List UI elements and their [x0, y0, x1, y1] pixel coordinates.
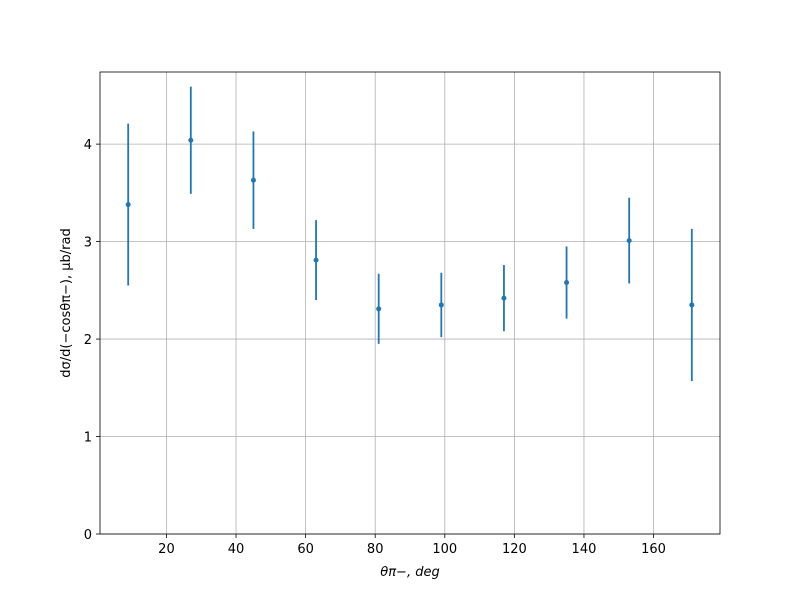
y-tick-label: 0 — [84, 528, 92, 543]
x-tick-label: 100 — [432, 542, 457, 557]
y-tick-label: 1 — [84, 431, 92, 446]
x-tick-label: 120 — [502, 542, 527, 557]
x-axis-label: θπ−, deg — [380, 565, 439, 580]
point — [689, 302, 695, 308]
point — [564, 280, 570, 286]
plot-frame — [99, 71, 721, 535]
x-tick-label: 140 — [572, 542, 597, 557]
point — [626, 238, 632, 244]
point — [125, 202, 131, 208]
y-axis-label: dσ/d(−cosθπ−), μb/rad — [59, 228, 74, 377]
point — [250, 177, 256, 183]
x-tick-label: 40 — [228, 542, 245, 557]
point — [501, 295, 507, 301]
x-tick-label: 60 — [297, 542, 314, 557]
point — [188, 137, 194, 143]
point — [376, 306, 382, 312]
point — [438, 302, 444, 308]
x-tick-label: 20 — [158, 542, 175, 557]
x-tick-label: 160 — [641, 542, 666, 557]
y-tick-label: 4 — [84, 138, 92, 153]
x-tick-label: 80 — [367, 542, 384, 557]
point — [313, 257, 319, 263]
y-tick-label: 2 — [84, 333, 92, 348]
y-tick-label: 3 — [84, 236, 92, 251]
